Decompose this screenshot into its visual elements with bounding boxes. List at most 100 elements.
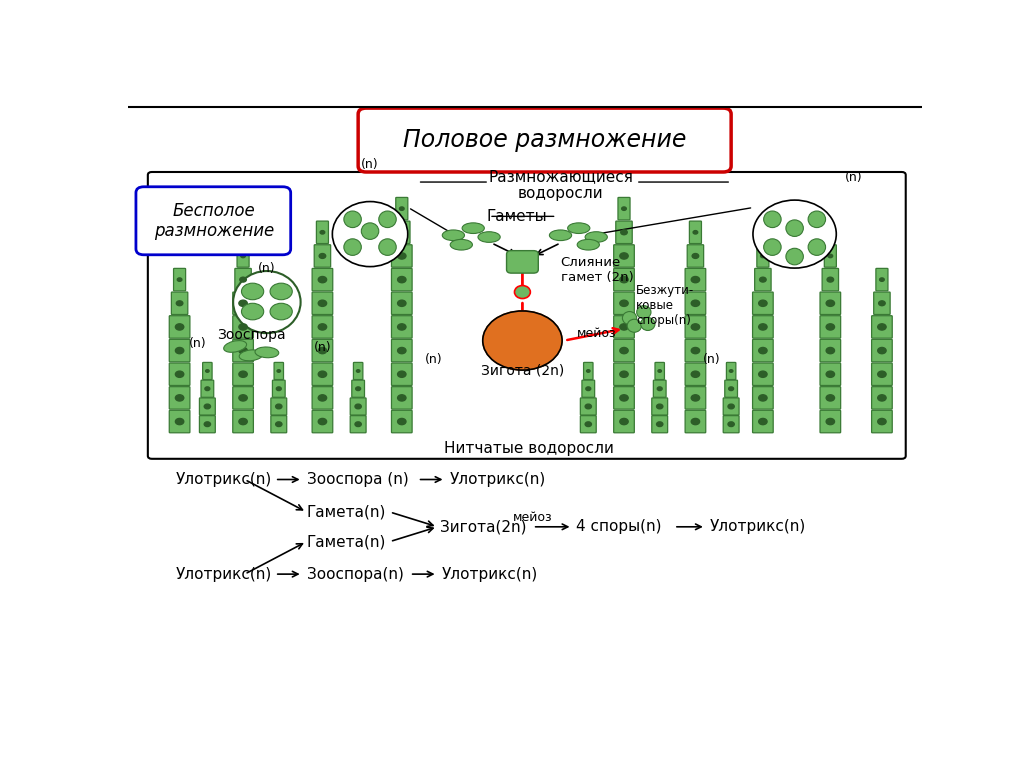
- Circle shape: [826, 324, 835, 330]
- Circle shape: [318, 324, 327, 330]
- FancyBboxPatch shape: [753, 363, 773, 386]
- Ellipse shape: [255, 347, 279, 358]
- FancyBboxPatch shape: [582, 380, 595, 397]
- FancyBboxPatch shape: [312, 410, 333, 433]
- Circle shape: [879, 301, 885, 306]
- Circle shape: [759, 371, 767, 377]
- Text: Зигота (2n): Зигота (2n): [481, 363, 564, 377]
- Circle shape: [398, 230, 406, 235]
- Circle shape: [691, 395, 699, 401]
- FancyBboxPatch shape: [171, 292, 187, 315]
- Text: Зооспора (n): Зооспора (n): [306, 472, 409, 487]
- Circle shape: [239, 371, 247, 377]
- Ellipse shape: [637, 306, 651, 319]
- Ellipse shape: [442, 230, 465, 240]
- Text: Улотрикс(n): Улотрикс(n): [441, 567, 538, 581]
- Circle shape: [620, 419, 628, 425]
- Circle shape: [397, 371, 406, 377]
- Circle shape: [691, 276, 699, 283]
- Text: Гамета(n): Гамета(n): [306, 534, 386, 549]
- FancyBboxPatch shape: [653, 380, 666, 397]
- Text: Зигота(2n): Зигота(2n): [440, 519, 526, 535]
- Ellipse shape: [361, 223, 379, 240]
- Circle shape: [828, 254, 833, 258]
- FancyBboxPatch shape: [820, 339, 841, 362]
- Circle shape: [728, 422, 734, 426]
- Circle shape: [621, 230, 628, 235]
- Circle shape: [729, 369, 733, 372]
- Ellipse shape: [333, 201, 408, 266]
- Ellipse shape: [567, 223, 590, 233]
- Text: Улотрикс(n): Улотрикс(n): [176, 567, 271, 581]
- FancyBboxPatch shape: [584, 362, 593, 379]
- Text: Слияние
гамет (2n): Слияние гамет (2n): [560, 256, 633, 283]
- Circle shape: [205, 387, 210, 391]
- Circle shape: [693, 230, 697, 234]
- Circle shape: [270, 303, 292, 319]
- FancyBboxPatch shape: [353, 362, 362, 379]
- FancyBboxPatch shape: [316, 221, 329, 243]
- FancyBboxPatch shape: [200, 415, 215, 433]
- FancyBboxPatch shape: [391, 339, 412, 362]
- FancyBboxPatch shape: [726, 362, 736, 379]
- FancyBboxPatch shape: [169, 386, 189, 409]
- Circle shape: [691, 300, 699, 306]
- FancyBboxPatch shape: [757, 245, 769, 267]
- Text: мейоз: мейоз: [577, 327, 616, 340]
- Circle shape: [620, 300, 628, 306]
- Circle shape: [691, 419, 699, 425]
- FancyBboxPatch shape: [753, 339, 773, 362]
- FancyBboxPatch shape: [685, 339, 706, 362]
- FancyBboxPatch shape: [274, 362, 284, 379]
- FancyBboxPatch shape: [391, 363, 412, 386]
- FancyBboxPatch shape: [613, 268, 634, 291]
- Circle shape: [691, 324, 699, 330]
- FancyBboxPatch shape: [136, 187, 291, 255]
- Circle shape: [826, 300, 835, 306]
- Circle shape: [239, 395, 247, 401]
- Circle shape: [826, 371, 835, 377]
- Circle shape: [397, 419, 406, 425]
- FancyBboxPatch shape: [201, 380, 214, 397]
- Circle shape: [826, 347, 835, 354]
- Circle shape: [878, 371, 886, 377]
- Ellipse shape: [240, 350, 263, 361]
- Circle shape: [319, 253, 326, 258]
- FancyBboxPatch shape: [200, 398, 215, 415]
- FancyBboxPatch shape: [820, 292, 841, 315]
- FancyBboxPatch shape: [685, 363, 706, 386]
- FancyBboxPatch shape: [232, 316, 253, 338]
- FancyBboxPatch shape: [723, 398, 739, 415]
- FancyBboxPatch shape: [391, 410, 412, 433]
- Circle shape: [656, 422, 663, 426]
- FancyBboxPatch shape: [876, 268, 888, 291]
- FancyBboxPatch shape: [507, 250, 539, 273]
- Circle shape: [397, 253, 406, 259]
- Text: Улотрикс(n): Улотрикс(n): [710, 519, 806, 535]
- Ellipse shape: [785, 220, 804, 237]
- FancyBboxPatch shape: [685, 292, 706, 315]
- FancyBboxPatch shape: [312, 339, 333, 362]
- Circle shape: [620, 347, 628, 354]
- Circle shape: [397, 324, 406, 330]
- Circle shape: [318, 419, 327, 425]
- Circle shape: [242, 283, 264, 300]
- Circle shape: [355, 404, 361, 409]
- FancyBboxPatch shape: [237, 245, 249, 267]
- FancyBboxPatch shape: [652, 415, 668, 433]
- Circle shape: [355, 387, 360, 391]
- Ellipse shape: [344, 211, 361, 227]
- FancyBboxPatch shape: [822, 268, 839, 291]
- Ellipse shape: [753, 200, 837, 268]
- Circle shape: [356, 369, 359, 372]
- Text: (n): (n): [258, 262, 275, 275]
- FancyBboxPatch shape: [685, 410, 706, 433]
- Circle shape: [175, 324, 183, 330]
- FancyBboxPatch shape: [391, 245, 412, 267]
- Circle shape: [657, 387, 663, 391]
- Circle shape: [278, 369, 281, 372]
- FancyBboxPatch shape: [393, 221, 410, 243]
- FancyBboxPatch shape: [687, 245, 703, 267]
- Circle shape: [206, 369, 209, 372]
- FancyBboxPatch shape: [312, 268, 333, 291]
